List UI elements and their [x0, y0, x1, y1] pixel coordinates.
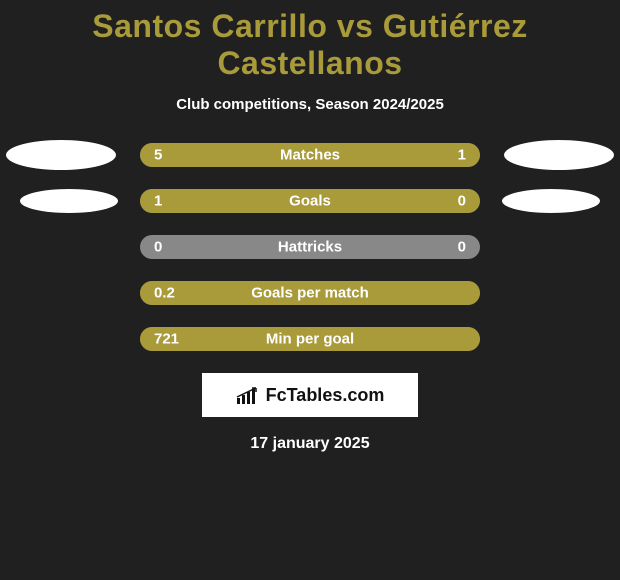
stat-label: Goals per match: [251, 285, 369, 302]
stat-label: Hattricks: [278, 239, 342, 256]
bar-right-fill: [405, 143, 480, 167]
player-oval-right: [504, 140, 614, 170]
stat-row: 0.2 Goals per match: [0, 281, 620, 305]
stats-area: 5 1 Matches 1 0 Goals 0 0 Hattricks 0.2 Goals per …: [0, 143, 620, 351]
subtitle: Club competitions, Season 2024/2025: [0, 96, 620, 113]
bars-arrow-icon: [236, 386, 260, 404]
stat-bar: 721 Min per goal: [140, 327, 480, 351]
stat-value-right: 0: [458, 193, 466, 210]
stat-value-left: 0: [154, 239, 162, 256]
stat-row: 721 Min per goal: [0, 327, 620, 351]
stat-value-right: 0: [458, 239, 466, 256]
stat-value-left: 721: [154, 331, 179, 348]
stat-bar: 0 0 Hattricks: [140, 235, 480, 259]
logo-text: FcTables.com: [266, 385, 385, 406]
stat-bar: 0.2 Goals per match: [140, 281, 480, 305]
stat-value-left: 0.2: [154, 285, 175, 302]
bar-left-fill: [140, 143, 405, 167]
stat-bar: 1 0 Goals: [140, 189, 480, 213]
player-oval-left: [20, 189, 118, 213]
bar-right-fill: [405, 189, 480, 213]
stat-value-right: 1: [458, 147, 466, 164]
stat-label: Min per goal: [266, 331, 354, 348]
stat-row: 5 1 Matches: [0, 143, 620, 167]
fctables-logo[interactable]: FcTables.com: [202, 373, 418, 417]
stat-value-left: 1: [154, 193, 162, 210]
page-title: Santos Carrillo vs Gutiérrez Castellanos: [0, 0, 620, 82]
stat-label: Goals: [289, 193, 331, 210]
stat-label: Matches: [280, 147, 340, 164]
stat-value-left: 5: [154, 147, 162, 164]
date-text: 17 january 2025: [0, 435, 620, 453]
stat-bar: 5 1 Matches: [140, 143, 480, 167]
player-oval-right: [502, 189, 600, 213]
player-oval-left: [6, 140, 116, 170]
bar-left-fill: [140, 189, 405, 213]
stat-row: 0 0 Hattricks: [0, 235, 620, 259]
stat-row: 1 0 Goals: [0, 189, 620, 213]
